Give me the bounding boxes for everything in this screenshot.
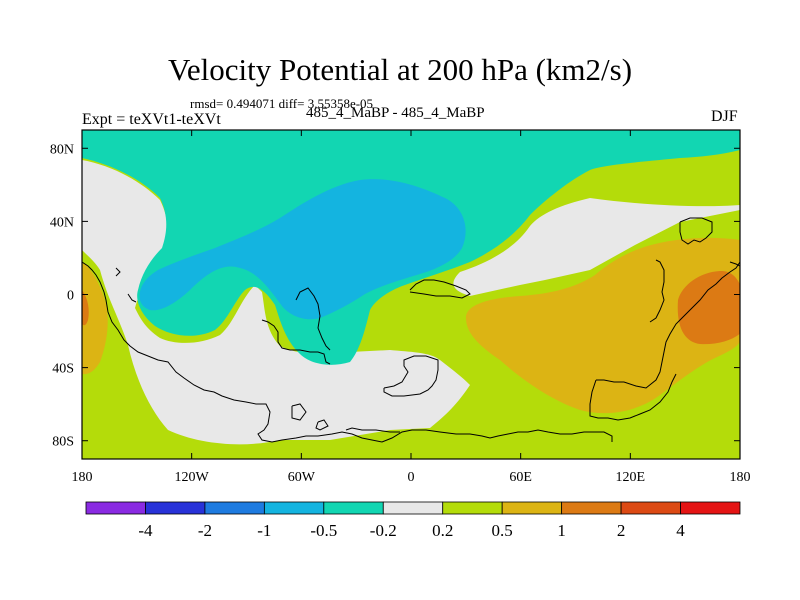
- coastlines: [82, 217, 740, 443]
- field-moderate-positive-east: [465, 237, 740, 414]
- x-tick-label: 120W: [175, 470, 210, 485]
- colorbar-label: 1: [557, 521, 566, 540]
- chart-title: Velocity Potential at 200 hPa (km2/s): [167, 52, 633, 87]
- x-tick-label: 0: [408, 470, 415, 485]
- field-strong-negative: [139, 179, 466, 320]
- colorbar-swatch: [561, 501, 622, 515]
- colorbar-swatch: [501, 501, 563, 515]
- colorbar-label: 0.5: [492, 521, 513, 540]
- y-tick-label: 0: [67, 289, 74, 304]
- colorbar-label: -0.5: [310, 521, 337, 540]
- colorbar-swatch: [85, 501, 146, 515]
- colorbar-label: -4: [138, 521, 153, 540]
- field-strong-positive-west: [82, 290, 89, 326]
- y-tick-label: 80N: [50, 142, 74, 157]
- colorbar-swatch: [323, 501, 384, 515]
- x-tick-label: 180: [72, 470, 93, 485]
- colorbar-label: -2: [198, 521, 212, 540]
- colorbar-swatch: [442, 501, 503, 515]
- y-tick-label: 40N: [50, 215, 74, 230]
- x-tick-label: 60W: [288, 470, 316, 485]
- colorbar-label: 0.2: [432, 521, 453, 540]
- colorbar-label: -1: [257, 521, 271, 540]
- x-tick-label: 180: [730, 470, 751, 485]
- experiment-label: Expt = teXVt1-teXVt: [82, 111, 221, 128]
- stats-label: rmsd= 0.494071 diff= 3.55358e-05: [190, 96, 374, 111]
- season-label: DJF: [711, 108, 738, 125]
- colorbar-swatch: [263, 501, 325, 515]
- field-moderate-positive-west: [82, 262, 108, 375]
- colorbar-label: 4: [676, 521, 685, 540]
- colorbar-swatch: [145, 501, 206, 515]
- colorbar-swatch: [620, 501, 681, 515]
- y-tick-label: 80S: [52, 435, 74, 450]
- colorbar-swatch: [680, 501, 741, 515]
- x-tick-label: 120E: [616, 470, 646, 485]
- y-tick-label: 40S: [52, 362, 74, 377]
- x-tick-label: 60E: [509, 470, 532, 485]
- colorbar-label: 2: [617, 521, 626, 540]
- case-label: 485_4_MaBP - 485_4_MaBP: [306, 105, 485, 121]
- field-neutral: [82, 130, 740, 445]
- field-strong-positive-east: [677, 270, 740, 345]
- colorbar-swatch: [382, 501, 444, 515]
- colorbar-label: -0.2: [370, 521, 397, 540]
- colorbar-swatch: [204, 501, 265, 515]
